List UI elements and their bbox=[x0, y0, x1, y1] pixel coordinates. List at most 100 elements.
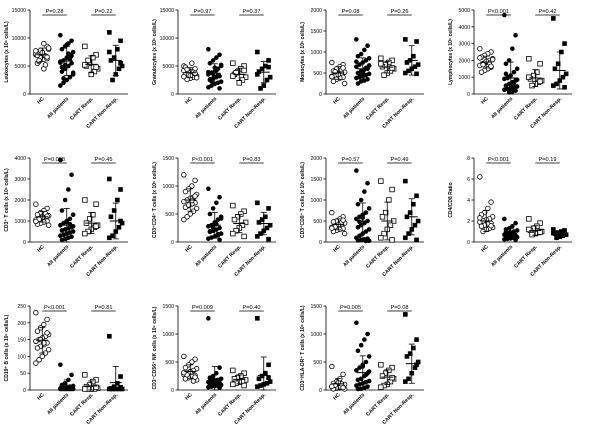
data-point bbox=[93, 384, 99, 391]
data-point bbox=[411, 53, 416, 59]
data-point bbox=[403, 178, 408, 184]
data-point bbox=[414, 237, 419, 243]
series-cart-resp- bbox=[82, 43, 101, 78]
data-point bbox=[378, 178, 384, 184]
data-point bbox=[514, 77, 520, 83]
data-point bbox=[45, 222, 52, 228]
data-point bbox=[477, 215, 483, 221]
series-hc bbox=[477, 174, 496, 235]
data-point bbox=[85, 57, 91, 64]
series-cart-resp- bbox=[82, 372, 101, 392]
comparison-p-value: P=0.19 bbox=[539, 157, 557, 163]
data-point bbox=[45, 45, 52, 51]
data-point bbox=[411, 201, 416, 207]
y-tick-label: 0 bbox=[467, 240, 470, 246]
data-point bbox=[403, 70, 408, 76]
series-cart-non-resp- bbox=[255, 316, 273, 391]
data-point bbox=[214, 200, 219, 206]
comparison-p-value: P=0.81 bbox=[95, 305, 113, 311]
data-point bbox=[389, 237, 395, 243]
data-point bbox=[93, 223, 99, 229]
data-point bbox=[258, 86, 263, 91]
data-point bbox=[34, 328, 41, 334]
data-point bbox=[107, 235, 112, 241]
y-tick-label: 0 bbox=[23, 92, 26, 98]
y-tick-label: 8 bbox=[467, 156, 470, 162]
series-cart-non-resp- bbox=[255, 49, 273, 91]
data-point bbox=[355, 225, 361, 230]
x-tick-label: All patients bbox=[194, 96, 218, 120]
data-point bbox=[242, 219, 249, 226]
series-cart-resp- bbox=[230, 60, 249, 86]
data-point bbox=[90, 54, 96, 61]
series-all-patients bbox=[58, 157, 76, 243]
data-point bbox=[489, 56, 496, 63]
data-point bbox=[513, 32, 518, 38]
series-all-patients bbox=[354, 37, 372, 86]
x-tick-label: HC bbox=[36, 96, 46, 106]
data-point bbox=[69, 60, 74, 66]
data-point bbox=[267, 379, 273, 384]
comparison-p-value: P<0.001 bbox=[192, 157, 213, 163]
y-tick-label: 5000 bbox=[162, 64, 174, 70]
x-tick-label: All patients bbox=[490, 96, 514, 120]
panel-monocytes: 0 500 1000 1500 2000 Monocytes (x 10⁶ cells/L… bbox=[300, 8, 424, 130]
data-point bbox=[562, 84, 567, 90]
data-point bbox=[363, 65, 369, 71]
y-tick-label: 500 bbox=[313, 360, 322, 366]
data-point bbox=[378, 362, 384, 368]
series-cart-non-resp- bbox=[107, 333, 125, 392]
data-point bbox=[230, 381, 236, 388]
data-point bbox=[207, 211, 213, 217]
y-axis-label: Monocytes (x 10⁶ cells/L) bbox=[300, 22, 306, 82]
data-point bbox=[378, 235, 384, 241]
data-point bbox=[233, 70, 239, 76]
panel-lymphocytes: 0 1000 2000 3000 4000 5000 Lymphocytes (x 10⁶ … bbox=[448, 8, 572, 130]
data-point bbox=[406, 231, 411, 236]
data-point bbox=[41, 321, 47, 328]
data-point bbox=[82, 230, 88, 237]
comparison-p-value: P<0.001 bbox=[44, 305, 65, 311]
data-point bbox=[256, 220, 262, 225]
data-point bbox=[526, 74, 532, 80]
data-point bbox=[239, 222, 246, 228]
data-point bbox=[362, 47, 367, 53]
data-point bbox=[365, 43, 370, 48]
data-point bbox=[266, 236, 271, 242]
comparison-p-value: P<0.001 bbox=[488, 157, 509, 163]
data-point bbox=[115, 197, 120, 203]
data-point bbox=[66, 51, 71, 56]
data-point bbox=[266, 206, 271, 211]
y-tick-label: 0 bbox=[319, 92, 322, 98]
y-tick-label: 1000 bbox=[310, 50, 322, 56]
data-point bbox=[210, 71, 216, 77]
data-point bbox=[192, 70, 198, 76]
data-point bbox=[529, 82, 535, 89]
data-point bbox=[58, 233, 63, 238]
data-point bbox=[366, 354, 372, 359]
data-point bbox=[192, 193, 198, 199]
data-point bbox=[355, 238, 361, 243]
y-tick-label: 5000 bbox=[458, 8, 470, 14]
data-point bbox=[477, 45, 483, 52]
x-tick-label: HC bbox=[184, 392, 194, 402]
data-point bbox=[111, 384, 117, 389]
y-tick-label: 2 bbox=[467, 219, 470, 225]
data-point bbox=[551, 16, 556, 21]
x-tick-label: CART Resp. bbox=[69, 96, 95, 122]
y-tick-label: 200 bbox=[17, 321, 26, 327]
data-point bbox=[389, 65, 395, 71]
data-point bbox=[378, 61, 384, 67]
data-point bbox=[206, 236, 211, 241]
x-tick-label: HC bbox=[480, 244, 490, 254]
data-point bbox=[357, 71, 362, 77]
y-tick-label: 2000 bbox=[14, 198, 26, 204]
data-point bbox=[477, 174, 483, 180]
data-point bbox=[263, 214, 268, 220]
data-point bbox=[485, 205, 491, 212]
data-point bbox=[382, 209, 389, 216]
data-point bbox=[59, 237, 65, 243]
panel-cd3-cd4-t-cells: 0 500 1000 1500 CD3⁺CD4⁺ T cells (x 10⁶ cell… bbox=[152, 156, 276, 278]
y-tick-label: 50 bbox=[20, 371, 26, 377]
